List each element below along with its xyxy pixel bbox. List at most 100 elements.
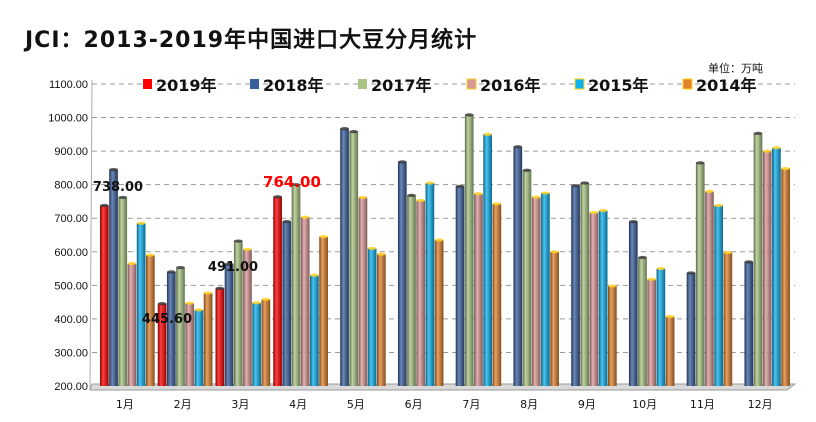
bar-2018年-1月: [109, 169, 118, 386]
bar-top: [407, 193, 416, 198]
bar-top: [492, 202, 502, 206]
bar-top: [589, 210, 599, 215]
bar-top: [349, 130, 359, 134]
bar-2019年-4月: [273, 196, 282, 386]
bar-top: [580, 181, 590, 185]
bar-top: [340, 127, 349, 131]
legend-label: 2019年: [156, 76, 217, 95]
legend-label: 2017年: [371, 76, 432, 95]
bar-2015年-2月: [194, 309, 204, 386]
bar-top: [300, 215, 310, 219]
bar-top: [629, 219, 638, 224]
bar-top: [686, 271, 696, 275]
x-tick-label: 7月: [462, 398, 480, 411]
bar-top: [714, 203, 723, 208]
bar-top: [146, 253, 155, 257]
bar-top: [656, 266, 666, 271]
bar-top: [483, 132, 492, 136]
bar-top: [550, 250, 559, 254]
x-tick-label: 12月: [748, 398, 773, 411]
bar-top: [194, 308, 204, 312]
bar-top: [762, 149, 772, 153]
bar-2014年-10月: [665, 316, 675, 386]
bar-top: [185, 301, 194, 305]
bar-2014年-6月: [434, 240, 444, 386]
bar-top: [157, 301, 167, 306]
x-tick-label: 5月: [347, 398, 365, 411]
unit-label: 单位：万吨: [708, 62, 763, 75]
bar-2016年-12月: [762, 151, 772, 386]
bar-2015年-6月: [425, 182, 435, 386]
y-tick-label: 700.00: [54, 213, 88, 225]
bar-2015年-7月: [483, 134, 492, 386]
bar-top: [136, 221, 146, 225]
bar-top: [608, 284, 617, 288]
bar-2014年-2月: [203, 293, 213, 386]
bar-2016年-4月: [300, 217, 310, 386]
legend-swatch: [574, 78, 585, 90]
bar-2018年-5月: [340, 128, 349, 386]
bar-2016年-5月: [358, 197, 368, 386]
bar-top: [291, 183, 301, 187]
bar-2017年-3月: [233, 241, 243, 386]
bar-top: [434, 238, 444, 242]
x-tick-label: 1月: [116, 398, 134, 411]
bar-top: [541, 191, 550, 195]
legend-swatch: [358, 79, 367, 89]
bar-2018年-2月: [166, 271, 176, 386]
bar-top: [282, 219, 292, 224]
bar-2018年-12月: [744, 261, 754, 386]
bar-2015年-9月: [598, 210, 608, 386]
bar-top: [425, 181, 435, 185]
bar-2015年-1月: [136, 223, 146, 386]
bar-top: [233, 239, 243, 243]
y-tick-label: 600.00: [54, 247, 88, 259]
bar-top: [367, 246, 377, 251]
bar-2018年-4月: [282, 221, 292, 386]
bar-top: [203, 291, 213, 295]
bar-top: [118, 195, 128, 200]
bar-top: [416, 198, 426, 203]
chart-title: JCI：2013-2019年中国进口大豆分月统计: [25, 28, 478, 53]
bar-top: [273, 195, 282, 199]
bar-2014年-11月: [723, 252, 733, 386]
data-label: 491.00: [208, 260, 258, 275]
bar-top: [531, 195, 541, 199]
bar-2014年-3月: [261, 299, 271, 386]
bar-2017年-7月: [464, 114, 474, 387]
bar-2016年-2月: [185, 303, 195, 386]
x-tick-label: 3月: [231, 398, 249, 411]
bar-top: [455, 184, 465, 188]
x-tick-label: 4月: [289, 398, 307, 411]
x-tick-label: 11月: [690, 398, 715, 411]
bar-2017年-6月: [407, 195, 416, 386]
bar-2016年-3月: [243, 249, 252, 386]
legend-label: 2018年: [263, 76, 324, 95]
bar-2019年-3月: [215, 288, 225, 386]
bar-2014年-1月: [146, 255, 155, 386]
bar-2015年-10月: [656, 268, 666, 386]
y-tick-label: 400.00: [54, 314, 88, 326]
bar-top: [377, 252, 386, 256]
bar-top: [176, 265, 185, 270]
bar-2018年-7月: [455, 186, 465, 386]
bar-top: [464, 113, 474, 117]
bar-2018年-10月: [628, 221, 638, 386]
legend-swatch: [682, 78, 693, 90]
y-axis-line: [89, 79, 93, 391]
bar-top: [224, 262, 234, 266]
bar-top: [398, 160, 407, 164]
bar-2018年-11月: [686, 272, 696, 386]
bar-2018年-6月: [397, 161, 407, 386]
x-tick-label: 8月: [520, 398, 538, 411]
bar-2017年-4月: [291, 184, 301, 386]
bar-2016年-9月: [589, 212, 599, 386]
bar-2014年-7月: [492, 203, 502, 386]
bar-2015年-11月: [714, 205, 723, 386]
data-label: 445.60: [142, 312, 192, 327]
bar-2015年-8月: [541, 193, 550, 386]
bar-2014年-8月: [550, 251, 559, 386]
bar-top: [100, 203, 109, 208]
x-tick-label: 2月: [174, 398, 192, 411]
